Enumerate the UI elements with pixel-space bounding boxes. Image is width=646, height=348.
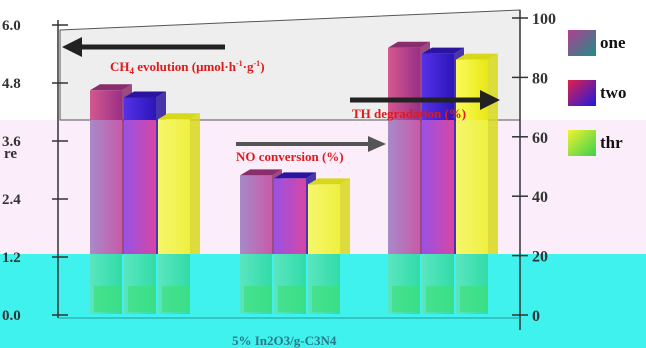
bar-side (340, 178, 350, 254)
no-arrow (236, 136, 386, 152)
left-axis-tick-label: 2.4 (2, 192, 21, 208)
bar-shadow (392, 286, 420, 312)
bar-upper (456, 59, 488, 120)
left-axis-partial-label: re (4, 146, 17, 162)
bar-shadow (460, 286, 488, 312)
legend-swatch (568, 130, 596, 156)
legend-label: thr (600, 133, 623, 152)
bar-shadow (128, 286, 156, 312)
bar-shadow (312, 286, 340, 312)
legend-swatch (568, 30, 596, 56)
bar-upper (90, 90, 122, 120)
axes-layer: 0.0 1.2 2.4 3.6 4.8 6.0 0 20 40 60 80 100 (2, 10, 556, 330)
legend: one two thr (568, 30, 626, 156)
bar-shadow (94, 286, 122, 312)
ch4-arrow (62, 37, 225, 57)
no-annotation: NO conversion (%) (236, 149, 344, 164)
left-axis-tick-label: 6.0 (2, 18, 21, 34)
th-annotation: TH degradation (%) (352, 106, 466, 121)
x-axis-label: 5% In2O3/g-C3N4 (232, 333, 337, 348)
bar-upper (388, 47, 420, 121)
bar-top (90, 84, 132, 91)
right-axis-tick-label: 100 (532, 11, 556, 28)
left-axis-tick-label: 4.8 (2, 76, 21, 92)
bar-top (308, 178, 350, 185)
th-arrow (350, 90, 500, 110)
bars-layer (90, 41, 498, 255)
bar (158, 120, 190, 254)
bar (308, 184, 340, 254)
bar-top (124, 91, 166, 98)
legend-label: one (600, 33, 626, 52)
bar (240, 175, 272, 254)
bar-side (190, 113, 200, 254)
cyan-bars-layer (90, 254, 488, 314)
bar-upper (422, 53, 454, 120)
bar-shadow (278, 286, 306, 312)
bar-top (274, 172, 316, 179)
bar-side (488, 53, 498, 254)
bar (422, 120, 454, 254)
right-axis-tick-label: 80 (532, 70, 548, 87)
right-axis-tick-label: 60 (532, 130, 548, 147)
bar (90, 120, 122, 254)
left-axis-tick-label: 3.6 (2, 134, 21, 150)
bar (456, 120, 488, 254)
bar-top (240, 169, 282, 176)
right-axis-tick-label: 40 (532, 189, 548, 206)
legend-swatch (568, 80, 596, 106)
bar-top (158, 113, 200, 120)
bar-shadow (244, 286, 272, 312)
bar (124, 120, 156, 254)
right-axis-tick-label: 0 (532, 308, 540, 325)
bar-top (456, 53, 498, 60)
legend-label: two (600, 83, 626, 102)
ch4-annotation: CH4 evolution (μmol·h-1·g-1) (110, 59, 265, 76)
bar-upper (124, 97, 156, 120)
left-axis-tick-label: 0.0 (2, 308, 21, 324)
right-axis-tick-label: 20 (532, 249, 548, 266)
bar-top (422, 47, 464, 54)
bar-upper (158, 119, 190, 120)
bar-shadow (426, 286, 454, 312)
bar-top (388, 41, 430, 48)
left-axis-tick-label: 1.2 (2, 250, 21, 266)
bar (274, 178, 306, 254)
bar (388, 120, 420, 254)
bar-shadow (162, 286, 190, 312)
